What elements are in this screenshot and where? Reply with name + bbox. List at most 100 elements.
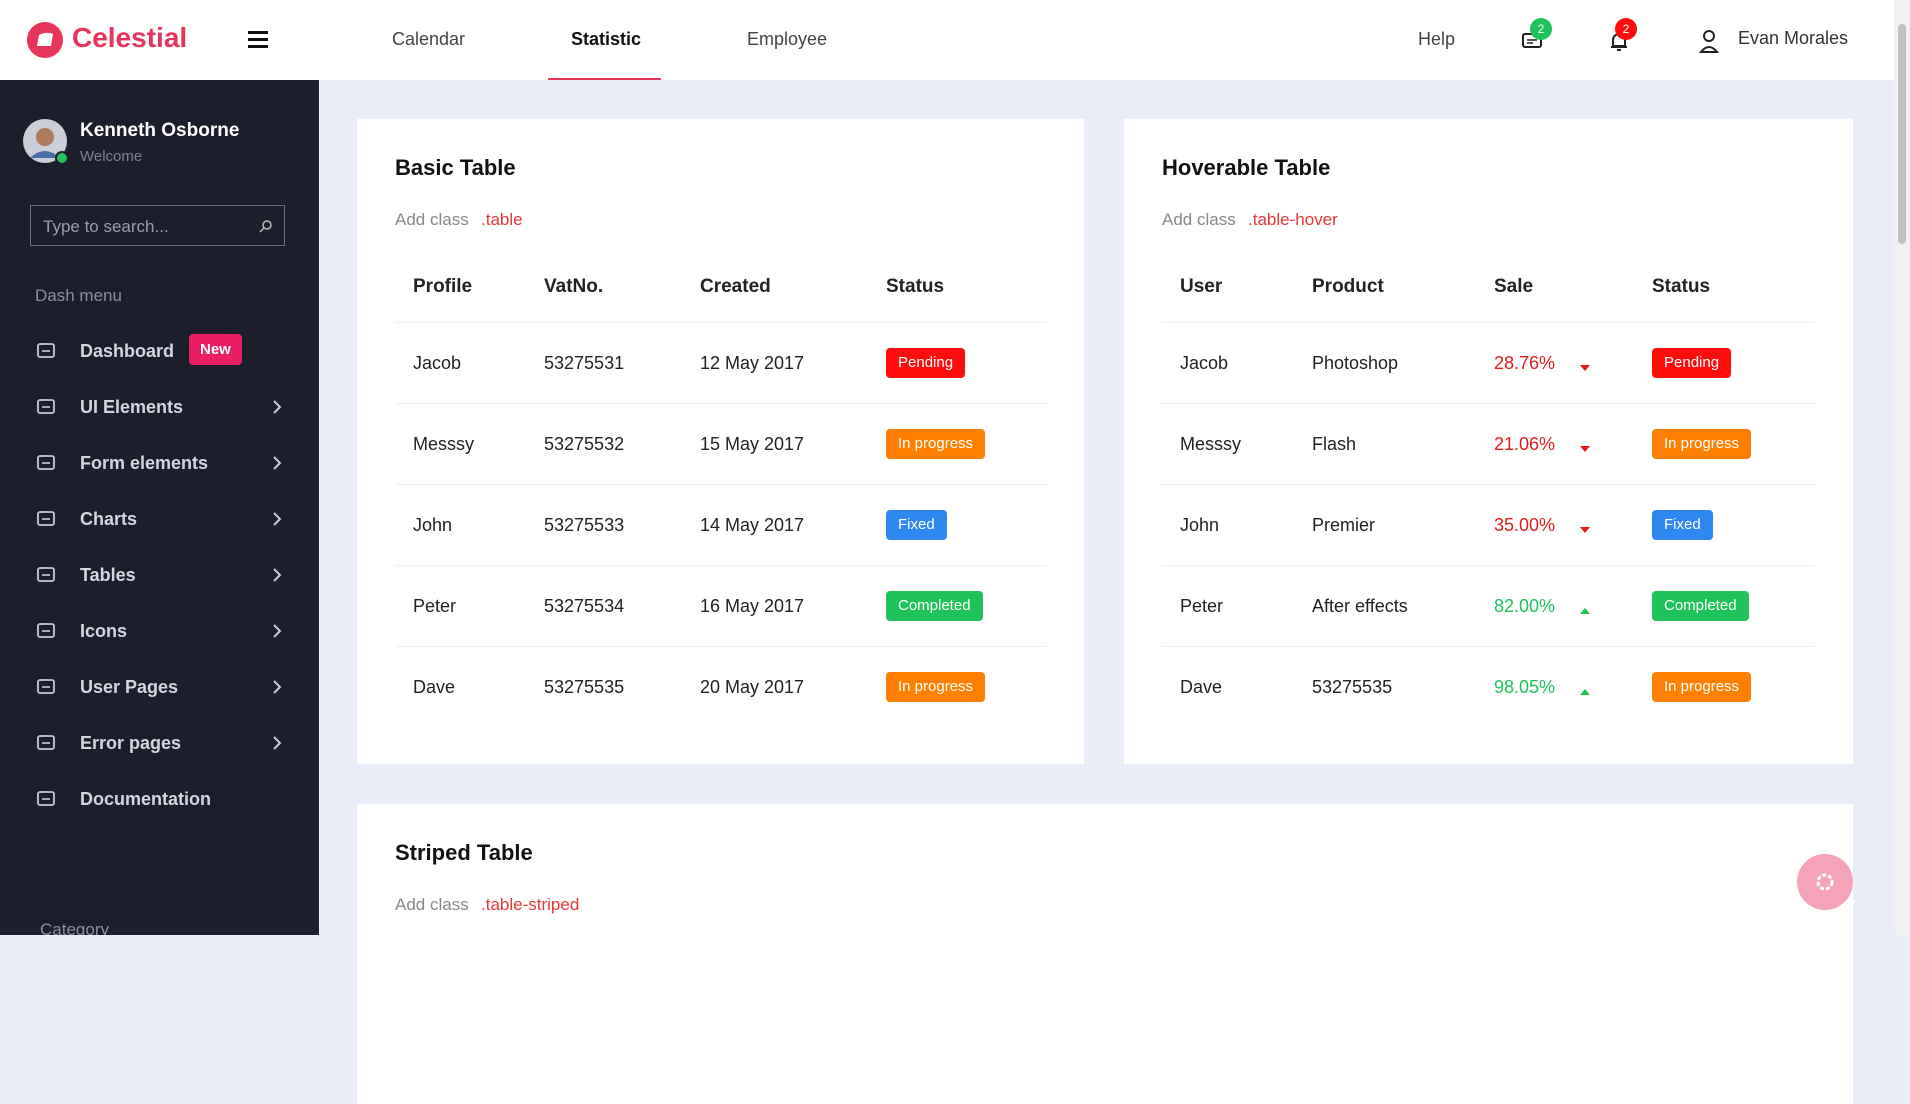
nav-active-underline bbox=[548, 78, 661, 80]
status-badge: In progress bbox=[886, 429, 986, 459]
menu-label: Charts bbox=[80, 509, 138, 529]
menu-item[interactable]: Error pages bbox=[0, 723, 319, 763]
profile-avatar bbox=[22, 118, 69, 165]
menu-label: Form elements bbox=[80, 453, 209, 473]
status-badge: In progress bbox=[1652, 429, 1752, 459]
table-cell: Dave bbox=[413, 677, 456, 697]
scrollbar bbox=[1894, 0, 1910, 935]
table-cell: 53275533 bbox=[544, 515, 625, 535]
card-hint: Add class bbox=[1162, 210, 1236, 229]
table-row: Messsy 53275532 15 May 2017 In progress bbox=[395, 404, 1046, 484]
menu-chevron bbox=[272, 736, 282, 750]
row-divider bbox=[1162, 484, 1815, 485]
trend-arrow bbox=[1580, 683, 1590, 695]
status-badge: Completed bbox=[1652, 591, 1749, 621]
sale-value: 82.00% bbox=[1494, 596, 1556, 616]
menu-chevron bbox=[272, 456, 282, 470]
menu-chevron bbox=[272, 400, 282, 414]
table-cell: Premier bbox=[1312, 515, 1376, 535]
table-cell: John bbox=[413, 515, 453, 535]
table-cell: After effects bbox=[1312, 596, 1408, 616]
nav-link[interactable]: Calendar bbox=[392, 29, 466, 49]
table-cell: Messsy bbox=[1180, 434, 1242, 454]
sale-value: 28.76% bbox=[1494, 353, 1556, 373]
status-badge: Completed bbox=[886, 591, 983, 621]
brand[interactable]: Celestial bbox=[72, 22, 188, 53]
menu-item[interactable]: Form elements bbox=[0, 443, 319, 483]
search-box[interactable]: Type to search... bbox=[30, 205, 285, 246]
trend-arrow bbox=[1580, 521, 1590, 533]
settings-fab[interactable] bbox=[1797, 854, 1853, 910]
profile-name[interactable]: Kenneth Osborne bbox=[80, 120, 240, 141]
column-header: Product bbox=[1312, 276, 1384, 297]
menu-item[interactable]: Charts bbox=[0, 499, 319, 539]
menu-label: Tables bbox=[80, 565, 136, 585]
menu-chevron bbox=[272, 680, 282, 694]
scrollbar-thumb[interactable] bbox=[1898, 24, 1906, 244]
table-cell: 14 May 2017 bbox=[700, 515, 805, 535]
table-cell: 53275534 bbox=[544, 596, 625, 616]
help-link[interactable]: Help bbox=[1418, 29, 1456, 49]
table-row[interactable]: Peter After effects 82.00% Completed bbox=[1162, 566, 1815, 646]
menu-item[interactable]: Icons bbox=[0, 611, 319, 651]
status-badge: Pending bbox=[1652, 348, 1732, 378]
table-cell: 53275535 bbox=[1312, 677, 1393, 697]
table-cell: 53275532 bbox=[544, 434, 625, 454]
menu-item[interactable]: Tables bbox=[0, 555, 319, 595]
column-header: VatNo. bbox=[544, 276, 604, 297]
card-title: Striped Table bbox=[395, 840, 533, 865]
menu-icon bbox=[36, 509, 56, 529]
menu-category: Category bbox=[40, 920, 109, 935]
card-hint: Add class bbox=[395, 210, 469, 229]
table-cell: Photoshop bbox=[1312, 353, 1399, 373]
status-badge: In progress bbox=[1652, 672, 1752, 702]
menu-item[interactable]: Dashboard New bbox=[0, 331, 319, 371]
table-row[interactable]: Jacob Photoshop 28.76% Pending bbox=[1162, 323, 1815, 403]
table-cell: 20 May 2017 bbox=[700, 677, 805, 697]
table-cell: Peter bbox=[1180, 596, 1224, 616]
menu-chevron bbox=[272, 512, 282, 526]
column-header: Profile bbox=[413, 276, 473, 297]
messages-badge: 2 bbox=[1530, 18, 1552, 40]
table-row[interactable]: Dave 53275535 98.05% In progress bbox=[1162, 647, 1815, 727]
trend-arrow bbox=[1580, 359, 1590, 371]
menu-item[interactable]: Documentation bbox=[0, 779, 319, 819]
menu-label: Error pages bbox=[80, 733, 182, 753]
row-divider bbox=[395, 646, 1046, 647]
table-row: Dave 53275535 20 May 2017 In progress bbox=[395, 647, 1046, 727]
status-badge: Fixed bbox=[886, 510, 947, 540]
table-row[interactable]: John Premier 35.00% Fixed bbox=[1162, 485, 1815, 565]
nav-link[interactable]: Employee bbox=[747, 29, 828, 49]
table-row: Jacob 53275531 12 May 2017 Pending bbox=[395, 323, 1046, 403]
column-header: Created bbox=[700, 276, 771, 297]
table-cell: Flash bbox=[1312, 434, 1357, 454]
user-icon[interactable] bbox=[1698, 28, 1720, 54]
table-row[interactable]: Messsy Flash 21.06% In progress bbox=[1162, 404, 1815, 484]
column-header: Sale bbox=[1494, 276, 1534, 297]
menu-label: UI Elements bbox=[80, 397, 184, 417]
row-divider bbox=[1162, 646, 1815, 647]
menu-icon bbox=[36, 565, 56, 585]
row-divider bbox=[395, 565, 1046, 566]
card-title: Hoverable Table bbox=[1162, 155, 1331, 180]
menu-item[interactable]: UI Elements bbox=[0, 387, 319, 427]
table-cell: Jacob bbox=[1180, 353, 1229, 373]
menu-badge: New bbox=[189, 334, 242, 365]
card-hint: Add class bbox=[395, 895, 469, 914]
menu-icon bbox=[36, 621, 56, 641]
sidebar: Kenneth Osborne Welcome Type to search... D… bbox=[0, 80, 319, 935]
user-name[interactable]: Evan Morales bbox=[1738, 28, 1849, 48]
row-divider bbox=[395, 322, 1046, 323]
trend-arrow bbox=[1580, 602, 1590, 614]
table-cell: 53275531 bbox=[544, 353, 625, 373]
table-cell: 16 May 2017 bbox=[700, 596, 805, 616]
menu-label: User Pages bbox=[80, 677, 179, 697]
search-placeholder[interactable]: Type to search... bbox=[43, 217, 169, 236]
menu-section-title: Dash menu bbox=[35, 286, 122, 305]
logo-icon[interactable] bbox=[27, 22, 63, 58]
row-divider bbox=[1162, 322, 1815, 323]
menu-item[interactable]: User Pages bbox=[0, 667, 319, 707]
status-badge: Pending bbox=[886, 348, 966, 378]
menu-toggle[interactable] bbox=[248, 30, 268, 50]
nav-link[interactable]: Statistic bbox=[571, 29, 642, 49]
